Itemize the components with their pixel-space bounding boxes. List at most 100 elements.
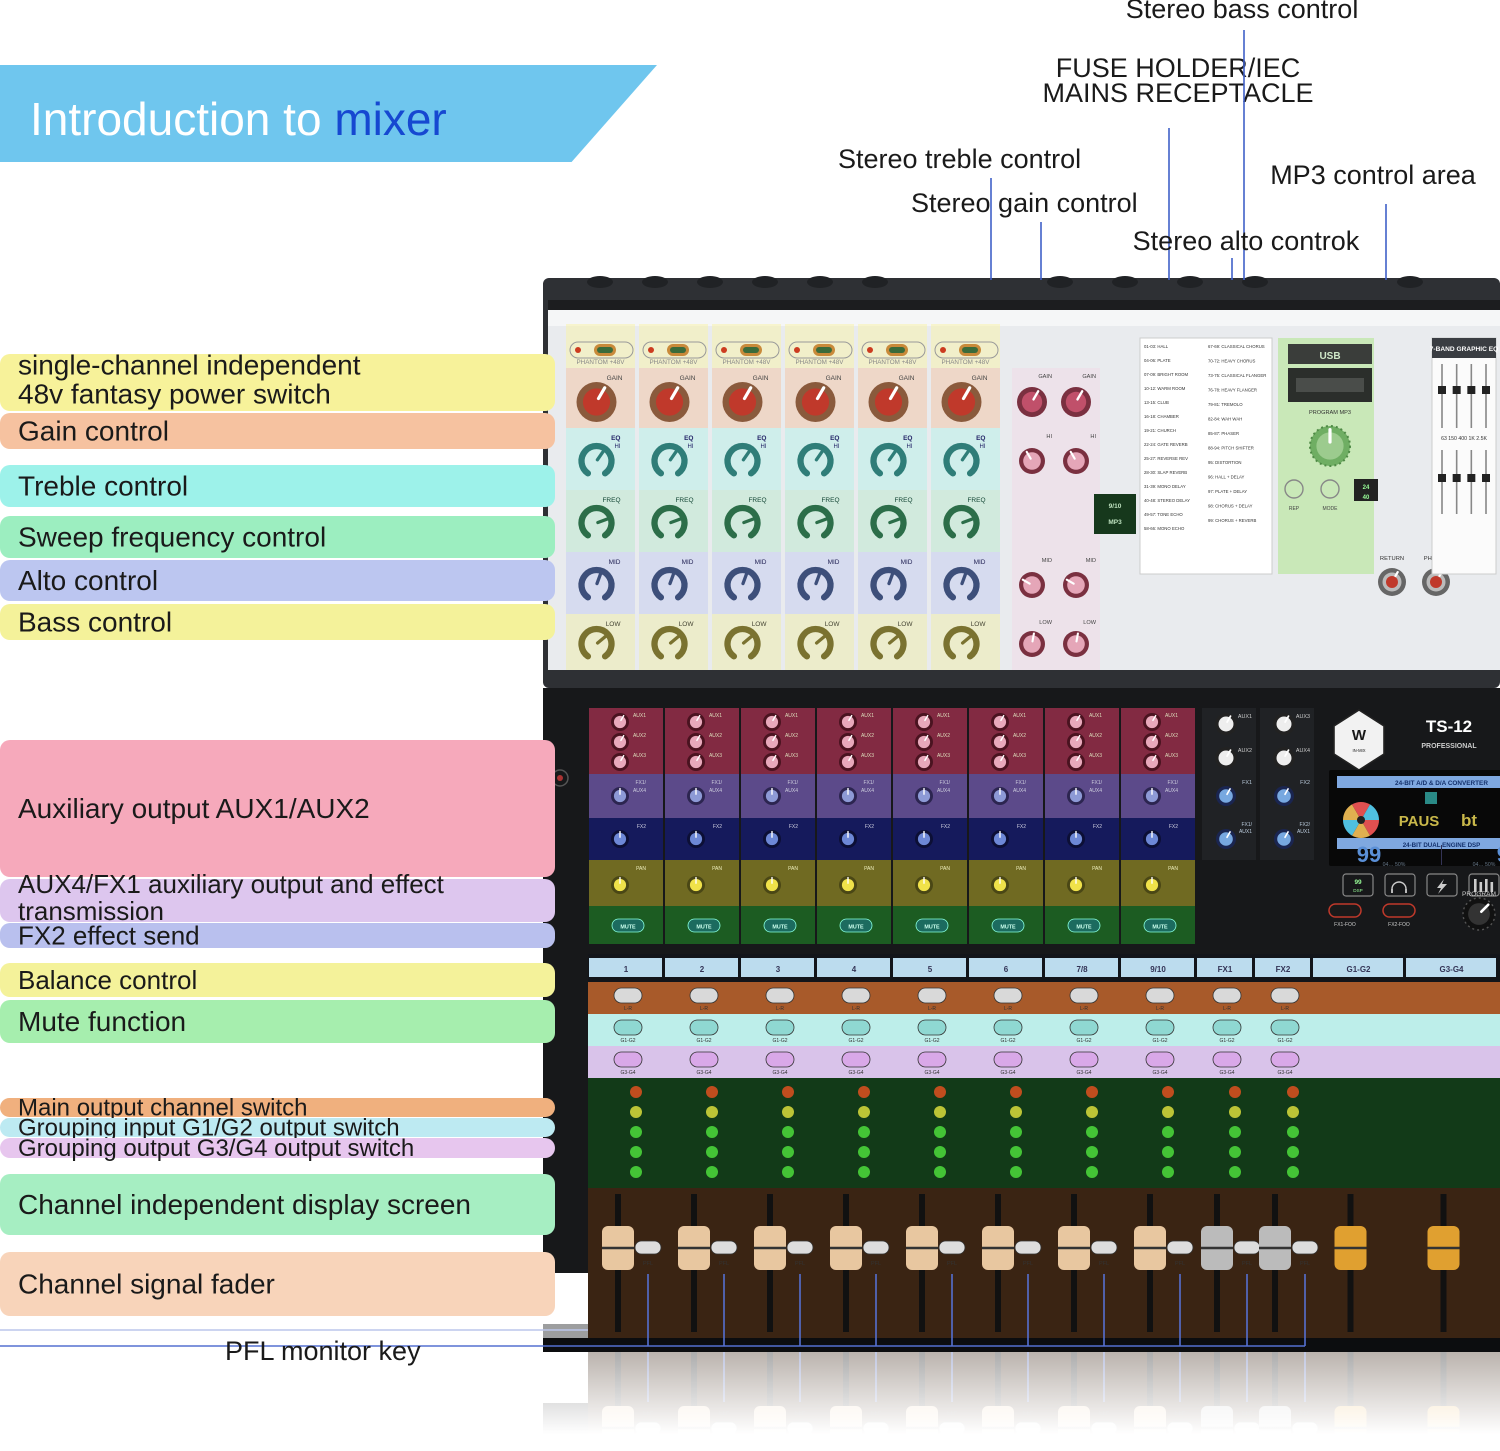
svg-text:AUX1: AUX1 xyxy=(1165,713,1178,719)
svg-text:2: 2 xyxy=(700,965,705,974)
svg-text:FX2: FX2 xyxy=(713,824,722,830)
svg-text:FX1-FOO: FX1-FOO xyxy=(1334,922,1356,928)
svg-text:AUX1: AUX1 xyxy=(1239,829,1252,835)
svg-text:FREQ: FREQ xyxy=(675,497,693,504)
svg-text:67-69: CLASSICAL CHORUS: 67-69: CLASSICAL CHORUS xyxy=(1208,344,1265,349)
svg-text:PFL monitor key: PFL monitor key xyxy=(225,1336,421,1366)
svg-text:Stereo bass control: Stereo bass control xyxy=(1126,0,1359,24)
svg-text:EQ: EQ xyxy=(757,435,766,442)
svg-text:FX1: FX1 xyxy=(1218,965,1233,974)
svg-text:FREQ: FREQ xyxy=(602,497,620,504)
svg-text:LOW: LOW xyxy=(606,621,622,628)
svg-text:GAIN: GAIN xyxy=(972,375,988,382)
svg-text:24-BIT A/D & D/A CONVERTER: 24-BIT A/D & D/A CONVERTER xyxy=(1395,780,1488,787)
svg-text:G1-G2: G1-G2 xyxy=(848,1038,863,1044)
svg-text:FX2/: FX2/ xyxy=(1299,822,1310,828)
svg-text:MID: MID xyxy=(974,559,986,566)
svg-text:MUTE: MUTE xyxy=(848,925,864,931)
svg-text:PFL: PFL xyxy=(947,1261,957,1267)
svg-text:L-R: L-R xyxy=(776,1006,784,1012)
svg-text:Stereo gain control: Stereo gain control xyxy=(911,188,1138,218)
svg-text:6: 6 xyxy=(1004,965,1009,974)
svg-text:PAN: PAN xyxy=(864,866,874,872)
svg-text:EQ: EQ xyxy=(830,435,839,442)
svg-text:G3-G4: G3-G4 xyxy=(1000,1070,1015,1076)
svg-text:FX2: FX2 xyxy=(1169,824,1178,830)
svg-text:PHANTOM +48V: PHANTOM +48V xyxy=(576,359,625,366)
svg-text:AUX4: AUX4 xyxy=(861,788,874,794)
svg-text:48v fantasy power switch: 48v fantasy power switch xyxy=(18,379,331,410)
svg-text:AUX2: AUX2 xyxy=(709,733,722,739)
svg-text:AUX3: AUX3 xyxy=(633,753,646,759)
svg-text:L-R: L-R xyxy=(1281,1006,1289,1012)
svg-text:AUX2: AUX2 xyxy=(861,733,874,739)
svg-text:LOW: LOW xyxy=(825,621,841,628)
svg-text:AUX2: AUX2 xyxy=(937,733,950,739)
svg-text:5: 5 xyxy=(928,965,933,974)
svg-text:PHANTOM +48V: PHANTOM +48V xyxy=(722,359,771,366)
svg-text:PROGRAM: PROGRAM xyxy=(1462,891,1496,898)
svg-text:MID: MID xyxy=(828,559,840,566)
svg-text:63 150 400 1K 2.5K: 63 150 400 1K 2.5K xyxy=(1441,436,1487,442)
svg-text:G3-G4: G3-G4 xyxy=(924,1070,939,1076)
svg-text:PHANTOM +48V: PHANTOM +48V xyxy=(649,359,698,366)
svg-text:L-R: L-R xyxy=(1080,1006,1088,1012)
svg-text:FX2: FX2 xyxy=(865,824,874,830)
svg-text:AUX3: AUX3 xyxy=(1089,753,1102,759)
svg-text:GAIN: GAIN xyxy=(680,375,696,382)
svg-text:AUX4: AUX4 xyxy=(1165,788,1178,794)
svg-text:AUX4: AUX4 xyxy=(785,788,798,794)
svg-text:PAN: PAN xyxy=(636,866,646,872)
svg-text:AUX2: AUX2 xyxy=(785,733,798,739)
svg-text:AUX2: AUX2 xyxy=(1089,733,1102,739)
svg-text:G1-G2: G1-G2 xyxy=(1000,1038,1015,1044)
svg-text:AUX1: AUX1 xyxy=(709,713,722,719)
svg-text:AUX1: AUX1 xyxy=(1089,713,1102,719)
svg-text:AUX3: AUX3 xyxy=(785,753,798,759)
svg-text:G1-G2: G1-G2 xyxy=(772,1038,787,1044)
svg-text:PFL: PFL xyxy=(871,1261,881,1267)
svg-text:G1-G2: G1-G2 xyxy=(1277,1038,1292,1044)
svg-text:PROGRAM MP3: PROGRAM MP3 xyxy=(1309,410,1351,416)
svg-text:L-R: L-R xyxy=(1156,1006,1164,1012)
svg-text:G3-G4: G3-G4 xyxy=(1076,1070,1091,1076)
svg-text:07-09: BRIGHT ROOM: 07-09: BRIGHT ROOM xyxy=(1144,372,1189,377)
svg-text:LOW: LOW xyxy=(679,621,695,628)
svg-text:AUX4: AUX4 xyxy=(937,788,950,794)
svg-text:FX1/: FX1/ xyxy=(635,780,646,786)
svg-text:AUX1: AUX1 xyxy=(1013,713,1026,719)
svg-text:PFL: PFL xyxy=(1023,1261,1033,1267)
svg-text:MID: MID xyxy=(1086,558,1096,564)
svg-text:FX2: FX2 xyxy=(1093,824,1102,830)
svg-text:AUX1: AUX1 xyxy=(1238,714,1252,720)
svg-text:PAN: PAN xyxy=(1168,866,1178,872)
svg-text:3: 3 xyxy=(776,965,781,974)
svg-text:PFL: PFL xyxy=(1099,1261,1109,1267)
svg-text:FX1/: FX1/ xyxy=(1091,780,1102,786)
svg-text:PAN: PAN xyxy=(1092,866,1102,872)
svg-text:7/8: 7/8 xyxy=(1076,965,1088,974)
svg-text:HI: HI xyxy=(1090,434,1096,440)
svg-text:FX2: FX2 xyxy=(1276,965,1291,974)
svg-text:82-84: WAH WAH: 82-84: WAH WAH xyxy=(1208,417,1242,422)
svg-text:PFL: PFL xyxy=(1300,1261,1310,1267)
svg-text:HI: HI xyxy=(980,444,986,450)
svg-text:MUTE: MUTE xyxy=(1076,925,1092,931)
svg-text:GAIN: GAIN xyxy=(899,375,915,382)
svg-text:FX1: FX1 xyxy=(1242,780,1252,786)
svg-text:MUTE: MUTE xyxy=(1152,925,1168,931)
svg-text:FX1/: FX1/ xyxy=(711,780,722,786)
svg-text:PHANTOM +48V: PHANTOM +48V xyxy=(941,359,990,366)
svg-text:Channel signal fader: Channel signal fader xyxy=(18,1269,275,1300)
svg-text:AUX1: AUX1 xyxy=(1297,829,1310,835)
svg-text:10-12: WARM ROOM: 10-12: WARM ROOM xyxy=(1144,386,1186,391)
svg-text:AUX4: AUX4 xyxy=(1089,788,1102,794)
svg-text:MP3 control area: MP3 control area xyxy=(1270,160,1477,190)
svg-text:FX2: FX2 xyxy=(1017,824,1026,830)
svg-text:L-R: L-R xyxy=(928,1006,936,1012)
svg-text:01-03: HALL: 01-03: HALL xyxy=(1144,344,1169,349)
svg-text:GAIN: GAIN xyxy=(753,375,769,382)
svg-text:31-39: MONO DELAY: 31-39: MONO DELAY xyxy=(1144,484,1186,489)
svg-text:Bass control: Bass control xyxy=(18,607,172,638)
svg-text:FREQ: FREQ xyxy=(894,497,912,504)
